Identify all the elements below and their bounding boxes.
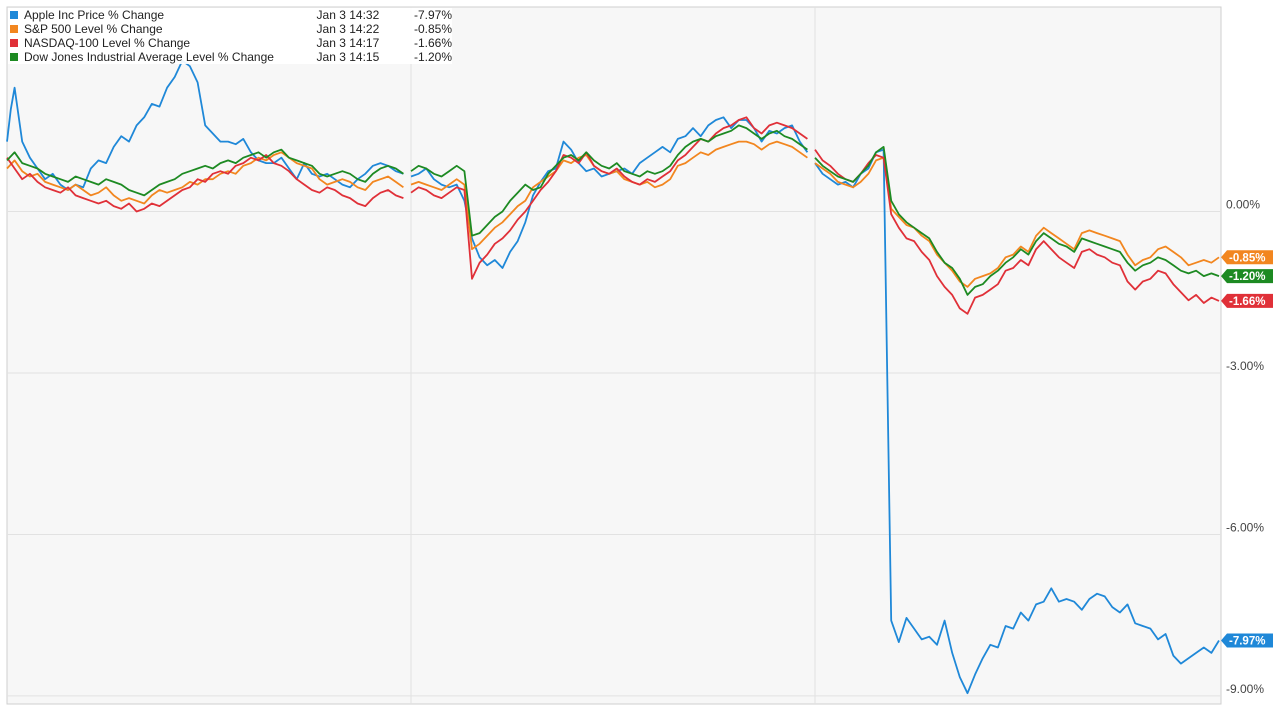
grid-lines (7, 7, 1221, 704)
series-line-dow-2 (814, 146, 1220, 296)
series-nasdaq (6, 116, 1220, 315)
series-line-nasdaq-1 (410, 116, 808, 280)
legend-time-apple: Jan 3 14:32 (316, 8, 380, 22)
last-value-tag-apple: -7.97% (1221, 633, 1273, 648)
last-value-tag-text-dow: -1.20% (1229, 271, 1265, 283)
last-value-tag-bg-dow (1221, 269, 1273, 284)
legend-name-sp500: S&P 500 Level % Change (24, 22, 163, 36)
last-value-tag-sp500: -0.85% (1221, 250, 1273, 265)
last-value-tag-dow: -1.20% (1221, 269, 1273, 284)
series-line-nasdaq-0 (6, 154, 404, 213)
y-tick-label-1: -3.00% (1226, 359, 1264, 373)
last-value-tag-bg-nasdaq (1221, 293, 1273, 308)
legend-swatch-sp500 (10, 25, 18, 33)
legend-value-nasdaq: -1.66% (413, 36, 452, 50)
legend-row-dow[interactable]: Dow Jones Industrial Average Level % Cha… (8, 50, 452, 64)
y-tick-label-3: -9.00% (1226, 682, 1264, 696)
plot-area (6, 6, 1222, 705)
series-line-nasdaq-2 (814, 149, 1220, 315)
last-value-tag-bg-apple (1221, 633, 1273, 648)
legend-swatch-apple (10, 11, 18, 19)
legend-row-sp500[interactable]: S&P 500 Level % Change Jan 3 14:22 -0.85… (8, 22, 452, 36)
last-value-tag-bg-sp500 (1221, 250, 1273, 265)
y-axis: 0.00% -3.00% -6.00% -9.00% (1226, 198, 1264, 696)
series-line-dow-0 (6, 148, 404, 197)
legend-name-apple: Apple Inc Price % Change (24, 8, 165, 22)
legend: Apple Inc Price % Change Jan 3 14:32 -7.… (8, 8, 452, 64)
y-tick-label-0: 0.00% (1226, 198, 1260, 212)
series-dow (6, 124, 1220, 296)
series-line-apple-2 (814, 148, 1220, 695)
legend-name-dow: Dow Jones Industrial Average Level % Cha… (24, 50, 274, 64)
legend-row-nasdaq[interactable]: NASDAQ-100 Level % Change Jan 3 14:17 -1… (8, 36, 452, 50)
series-line-dow-1 (410, 124, 808, 237)
last-value-tag-text-apple: -7.97% (1229, 635, 1265, 647)
legend-swatch-nasdaq (10, 39, 18, 47)
y-tick-label-2: -6.00% (1226, 520, 1264, 534)
last-value-tag-text-sp500: -0.85% (1229, 252, 1265, 264)
last-value-tags: -7.97% -0.85% -1.66% -1.20% (1221, 250, 1273, 648)
legend-value-sp500: -0.85% (413, 22, 452, 36)
plot-background (6, 6, 1222, 705)
last-value-tag-text-nasdaq: -1.66% (1229, 296, 1265, 308)
legend-row-apple[interactable]: Apple Inc Price % Change Jan 3 14:32 -7.… (8, 8, 452, 22)
legend-value-dow: -1.20% (413, 50, 452, 64)
legend-name-nasdaq: NASDAQ-100 Level % Change (24, 36, 191, 50)
legend-time-sp500: Jan 3 14:22 (316, 22, 380, 36)
legend-time-nasdaq: Jan 3 14:17 (316, 36, 380, 50)
legend-swatch-dow (10, 53, 18, 61)
series-line-sp500-0 (6, 151, 404, 205)
legend-time-dow: Jan 3 14:15 (316, 50, 380, 64)
last-value-tag-nasdaq: -1.66% (1221, 293, 1273, 308)
legend-value-apple: -7.97% (413, 8, 452, 22)
series-lines (6, 59, 1220, 695)
